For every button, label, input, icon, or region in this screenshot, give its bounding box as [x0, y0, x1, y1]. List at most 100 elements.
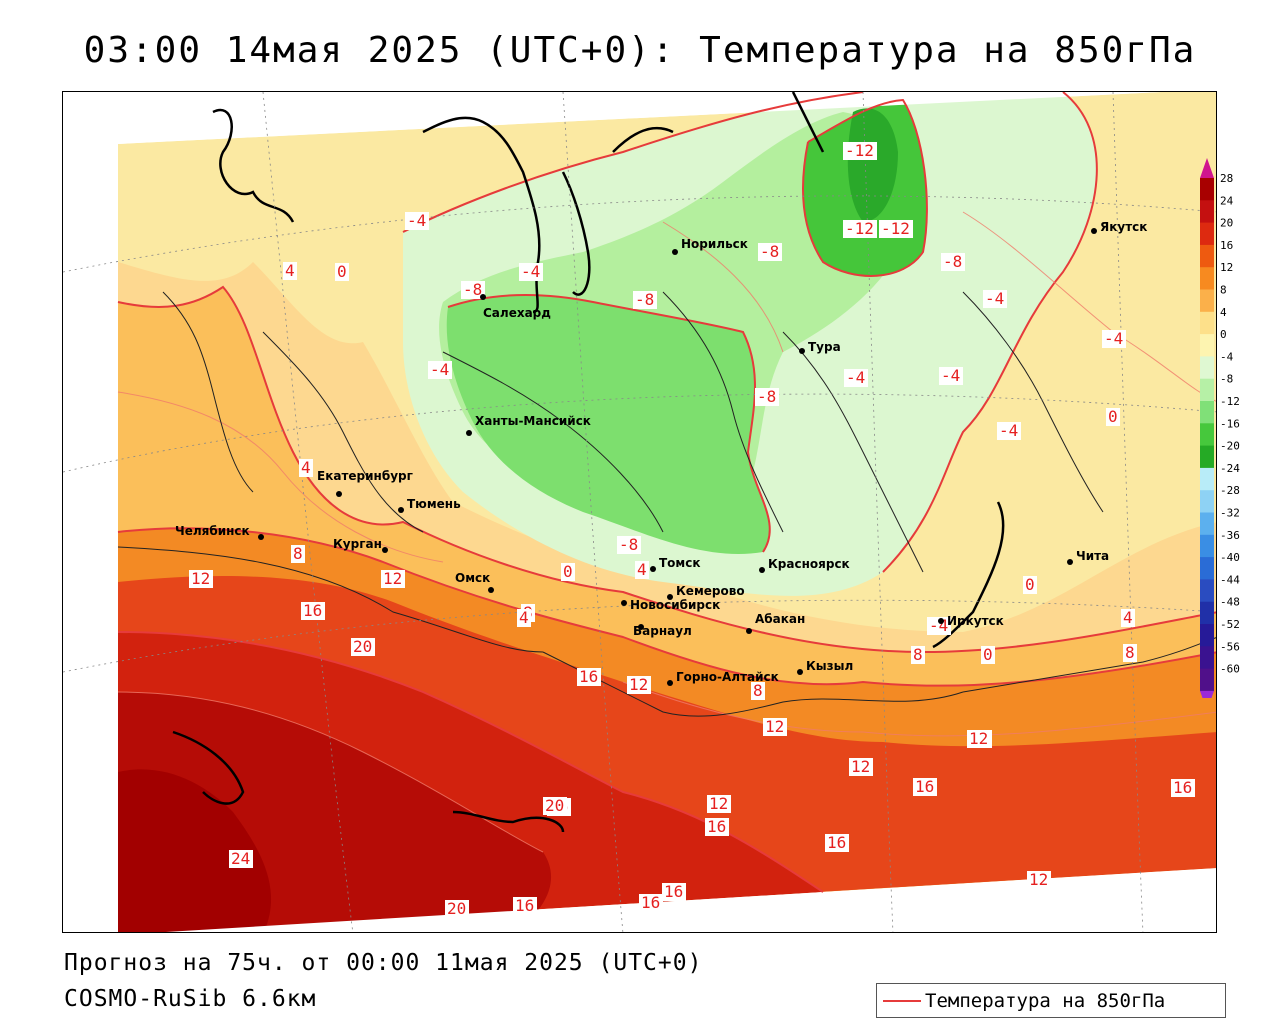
contour-label-bg	[879, 220, 913, 238]
colorbar-band	[1200, 200, 1214, 224]
contour-label: 16	[641, 893, 660, 912]
contour-label-bg	[825, 834, 849, 852]
colorbar-band	[1200, 311, 1214, 335]
contour-label: 12	[969, 729, 988, 748]
temperature-map: -12-12-44-4-8-8-8-8-4-4-4-4-8-4-40408121…	[63, 92, 1216, 932]
city-dot	[650, 566, 656, 572]
contour-label-bg	[189, 570, 213, 588]
colorbar-tick-label: -40	[1220, 551, 1240, 564]
contour-label-bg	[517, 609, 531, 627]
colorbar-tick-label: -24	[1220, 462, 1240, 475]
colorbar-band	[1200, 646, 1214, 670]
contour-label: -12	[845, 141, 874, 160]
colorbar-tick-label: -12	[1220, 395, 1240, 408]
city-label: Челябинск	[175, 524, 250, 538]
colorbar-band	[1200, 668, 1214, 692]
city-label: Екатеринбург	[317, 469, 413, 483]
legend-label: Температура на 850гПа	[925, 990, 1166, 1012]
contour-label: 16	[579, 667, 598, 686]
colorbar-tick-label: -28	[1220, 484, 1240, 497]
contour-label: -4	[941, 366, 960, 385]
city-dot	[488, 587, 494, 593]
contour-label-bg	[1171, 779, 1195, 797]
colorbar-tick-label: -8	[1220, 373, 1233, 386]
colorbar-tick-label: -52	[1220, 618, 1240, 631]
contour-label-bg	[1123, 644, 1137, 662]
city-label: Красноярск	[768, 557, 850, 571]
contour-label: -12	[881, 219, 910, 238]
colorbar-band	[1200, 178, 1214, 201]
colorbar-band	[1200, 378, 1214, 402]
contour-label-bg	[617, 536, 641, 554]
city-label: Норильск	[681, 237, 748, 251]
city-dot	[480, 294, 486, 300]
city-dot	[799, 348, 805, 354]
colorbar-band	[1200, 601, 1214, 625]
city-label: Якутск	[1100, 220, 1147, 234]
contour-label-bg	[543, 797, 567, 815]
colorbar-tick-label: -32	[1220, 507, 1240, 520]
contour-label-bg	[461, 281, 485, 299]
colorbar-band	[1200, 334, 1214, 357]
contour-label: 16	[827, 833, 846, 852]
contour-labels: -12-12-44-4-8-8-8-8-4-4-4-4-8-4-40408121…	[189, 141, 1195, 918]
colorbar-tick-label: 12	[1220, 261, 1233, 274]
colorbar-tick-label: 16	[1220, 239, 1233, 252]
coastlines	[172, 92, 1005, 833]
contour-label-bg	[1106, 408, 1120, 426]
contour-label: 12	[851, 757, 870, 776]
contour-label: 12	[765, 717, 784, 736]
city-label: Ханты-Мансийск	[475, 414, 591, 428]
city-label: Тюмень	[407, 497, 461, 511]
contour-label: -4	[430, 360, 449, 379]
city-label: Абакан	[755, 612, 805, 626]
contour-label-bg	[844, 369, 868, 387]
contour-label: 16	[1173, 778, 1192, 797]
contour-label-bg	[627, 676, 651, 694]
colorbar-band	[1200, 557, 1214, 580]
colorbar-tick-label: -44	[1220, 573, 1240, 586]
contour-label-bg	[941, 253, 965, 271]
contour-label: 16	[915, 777, 934, 796]
colorbar-tick-label: -16	[1220, 417, 1240, 430]
city-label: Тура	[808, 340, 841, 354]
city-dot	[667, 594, 673, 600]
colorbar-band	[1200, 423, 1214, 447]
warm-belt-24-plus	[118, 769, 271, 932]
contour-label-bg	[763, 718, 787, 736]
city-dot	[382, 547, 388, 553]
contour-label-bg	[911, 646, 925, 664]
colorbar-band	[1200, 512, 1214, 536]
contour-label: 16	[707, 817, 726, 836]
city-dot	[797, 669, 803, 675]
colorbar: 28 24 20 16 12 8 4 0 -4 -8 -12 -16 -20 -24 -28 -32 -36 -4…	[1200, 158, 1240, 698]
contour-label-bg	[283, 262, 297, 280]
contour-label: -4	[521, 262, 540, 281]
colorbar-tick-label: -56	[1220, 640, 1240, 653]
contour-label: 20	[353, 637, 372, 656]
map-panel[interactable]: -12-12-44-4-8-8-8-8-4-4-4-4-8-4-40408121…	[62, 91, 1217, 933]
colorbar-tick-label: 24	[1220, 194, 1234, 207]
contour-label: 4	[1123, 608, 1133, 627]
colorbar-tick-label: 28	[1220, 172, 1233, 185]
contour-label-bg	[913, 778, 937, 796]
colorbar-tick-label: -60	[1220, 663, 1240, 676]
city-dot	[759, 567, 765, 573]
contour-label: 4	[637, 560, 647, 579]
contour-label: -8	[463, 280, 482, 299]
contour-label: 4	[301, 458, 311, 477]
contour-label-bg	[381, 570, 405, 588]
contour-label-bg	[967, 730, 991, 748]
contour-label-bg	[843, 142, 877, 160]
city-label: Салехард	[483, 306, 551, 320]
city-label: Чита	[1076, 549, 1109, 563]
contour-label-bg	[751, 682, 765, 700]
cool-area-minus16	[847, 108, 898, 222]
borders	[117, 291, 1216, 717]
isotherm-lines	[117, 92, 1216, 893]
colorbar-top-arrow	[1200, 158, 1214, 178]
contour-label: 8	[293, 544, 303, 563]
city-label: Кемерово	[676, 584, 745, 598]
contour-label-bg	[301, 602, 325, 620]
colorbar-tick-label: 4	[1220, 306, 1227, 319]
